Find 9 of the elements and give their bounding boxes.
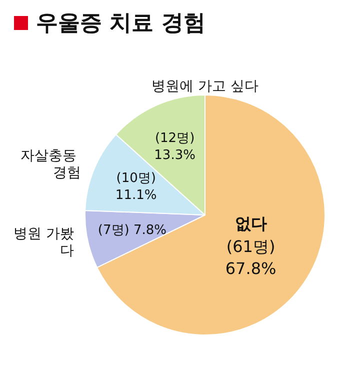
data-label: (61명) 67.8% [225, 237, 276, 278]
data-label: (7명) 7.8% [98, 222, 166, 238]
slice-label: 병원 가봤다 [13, 226, 74, 260]
data-label: (12명) 13.3% [154, 131, 196, 163]
slice-label: 자살충동 경험 [20, 148, 81, 181]
data-label: (10명) 11.1% [115, 170, 157, 203]
chart-title: 우울증 치료 경험 [36, 10, 206, 38]
slice-label: 없다 [234, 214, 267, 234]
slice-label: 병원에 가고 싶다 [152, 78, 258, 95]
